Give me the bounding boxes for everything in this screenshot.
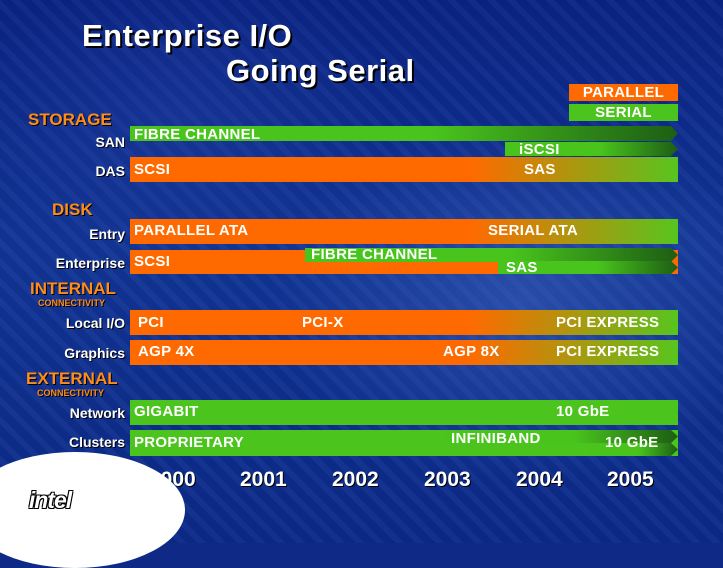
clusters-proprietary-text: PROPRIETARY	[134, 434, 244, 451]
section-internal: INTERNAL	[30, 279, 116, 298]
clusters-infiniband-bar	[446, 430, 678, 443]
section-disk: DISK	[52, 200, 93, 219]
row-label-graphics: Graphics	[64, 345, 125, 361]
graphics-agp8x-text: AGP 8X	[443, 343, 500, 360]
year-2004: 2004	[516, 468, 563, 491]
year-2003: 2003	[424, 468, 471, 491]
row-label-enterprise: Enterprise	[55, 255, 125, 271]
row-label-clusters: Clusters	[68, 434, 125, 450]
enterprise-scsi-text: SCSI	[134, 253, 171, 270]
das-scsi-text: SCSI	[134, 161, 171, 178]
network-10gbe-text: 10 GbE	[556, 403, 610, 420]
entry-bar	[130, 219, 678, 244]
intel-logo: intel	[28, 487, 72, 513]
section-storage: STORAGE	[28, 110, 112, 129]
clusters-10gbe-text: 10 GbE	[605, 434, 659, 451]
legend-serial: SERIAL	[569, 104, 678, 121]
network-gigabit-text: GIGABIT	[134, 403, 199, 420]
legend-parallel: PARALLEL	[569, 84, 678, 101]
row-label-local-io: Local I/O	[65, 315, 125, 331]
local-io-pci-express-text: PCI EXPRESS	[556, 314, 660, 331]
network-bar	[130, 400, 678, 425]
das-bar	[130, 157, 678, 182]
enterprise-sas-bar	[498, 261, 678, 274]
san-fibre-channel-text: FIBRE CHANNEL	[134, 126, 261, 143]
section-external: EXTERNAL	[26, 369, 118, 388]
row-label-entry: Entry	[89, 226, 125, 242]
enterprise-fibre-channel-bar	[305, 248, 678, 262]
slide-title-line2: Going Serial	[226, 53, 415, 88]
clusters-10gbe-bar	[590, 443, 678, 456]
local-io-pci-text: PCI	[138, 314, 164, 331]
das-sas-text: SAS	[524, 161, 556, 178]
section-internal-sub: CONNECTIVITY	[38, 298, 106, 308]
local-io-pcix-text: PCI-X	[302, 314, 344, 331]
san-fibre-channel-bar	[130, 126, 678, 141]
row-label-san: SAN	[95, 134, 125, 150]
enterprise-fibre-channel-text: FIBRE CHANNEL	[311, 246, 438, 263]
row-label-network: Network	[69, 405, 125, 421]
graphics-pci-express-text: PCI EXPRESS	[556, 343, 660, 360]
san-iscsi-text: iSCSI	[519, 141, 560, 158]
graphics-bar	[130, 340, 678, 365]
year-2002: 2002	[332, 468, 379, 491]
row-label-das: DAS	[95, 163, 125, 179]
section-external-sub: CONNECTIVITY	[37, 388, 105, 398]
enterprise-sas-text: SAS	[506, 259, 538, 276]
graphics-agp4x-text: AGP 4X	[138, 343, 195, 360]
slide-title-line1: Enterprise I/O	[82, 18, 293, 53]
san-iscsi-bar	[505, 142, 678, 156]
clusters-infiniband-text: INFINIBAND	[451, 430, 541, 447]
local-io-bar	[130, 310, 678, 335]
entry-parallel-ata-text: PARALLEL ATA	[134, 222, 249, 239]
year-2005: 2005	[607, 468, 654, 491]
entry-serial-ata-text: SERIAL ATA	[488, 222, 578, 239]
year-2001: 2001	[240, 468, 287, 491]
